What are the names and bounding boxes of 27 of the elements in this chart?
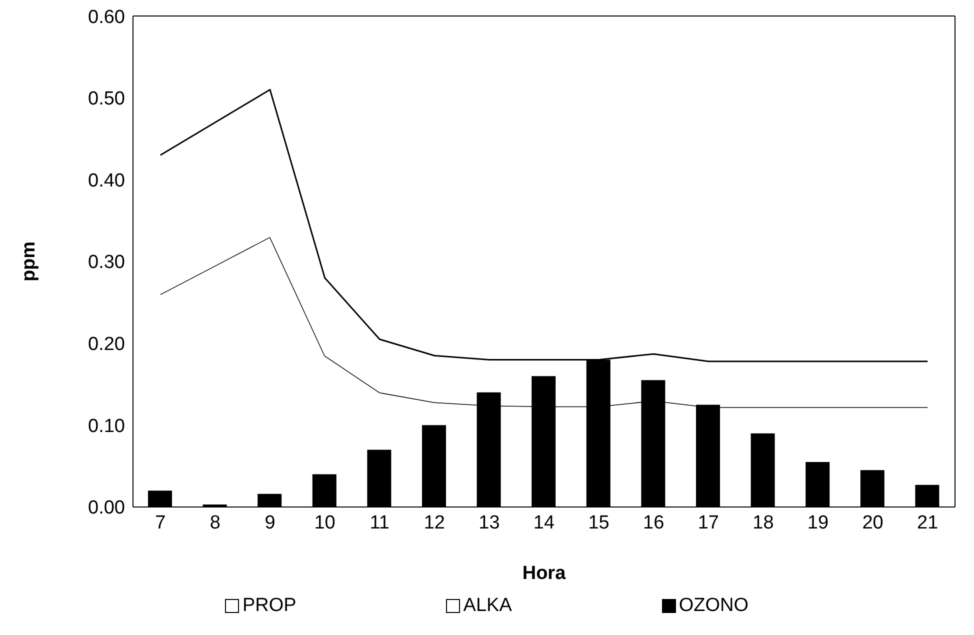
x-tick-label: 13 (478, 512, 500, 534)
y-tick-label: 0.20 (88, 334, 125, 356)
y-axis-title: ppm (18, 241, 40, 282)
x-tick-label: 10 (314, 512, 336, 534)
x-tick-label: 16 (643, 512, 664, 534)
x-tick-label: 15 (588, 512, 610, 534)
x-axis-title: Hora (522, 563, 566, 584)
x-tick-label: 9 (264, 512, 276, 534)
x-tick-label: 11 (370, 512, 390, 534)
legend-label: OZONO (678, 595, 749, 617)
x-tick-label: 21 (917, 512, 938, 534)
x-tick-label: 17 (698, 512, 719, 534)
legend-label: ALKA (463, 595, 512, 617)
x-tick-label: 14 (533, 512, 555, 534)
x-tick-label: 18 (752, 512, 774, 534)
y-tick-label: 0.00 (88, 498, 125, 519)
x-tick-label: 8 (210, 512, 220, 534)
x-tick-label: 12 (424, 512, 445, 534)
y-tick-label: 0.40 (88, 170, 125, 192)
y-tick-label: 0.30 (88, 252, 125, 274)
x-tick-label: 20 (862, 512, 884, 534)
y-tick-label: 0.60 (88, 6, 125, 28)
y-tick-label: 0.50 (88, 88, 125, 110)
x-tick-label: 19 (807, 512, 829, 534)
legend-label: PROP (242, 595, 296, 617)
y-tick-label: 0.10 (88, 416, 125, 437)
x-tick-label: 7 (155, 512, 166, 534)
